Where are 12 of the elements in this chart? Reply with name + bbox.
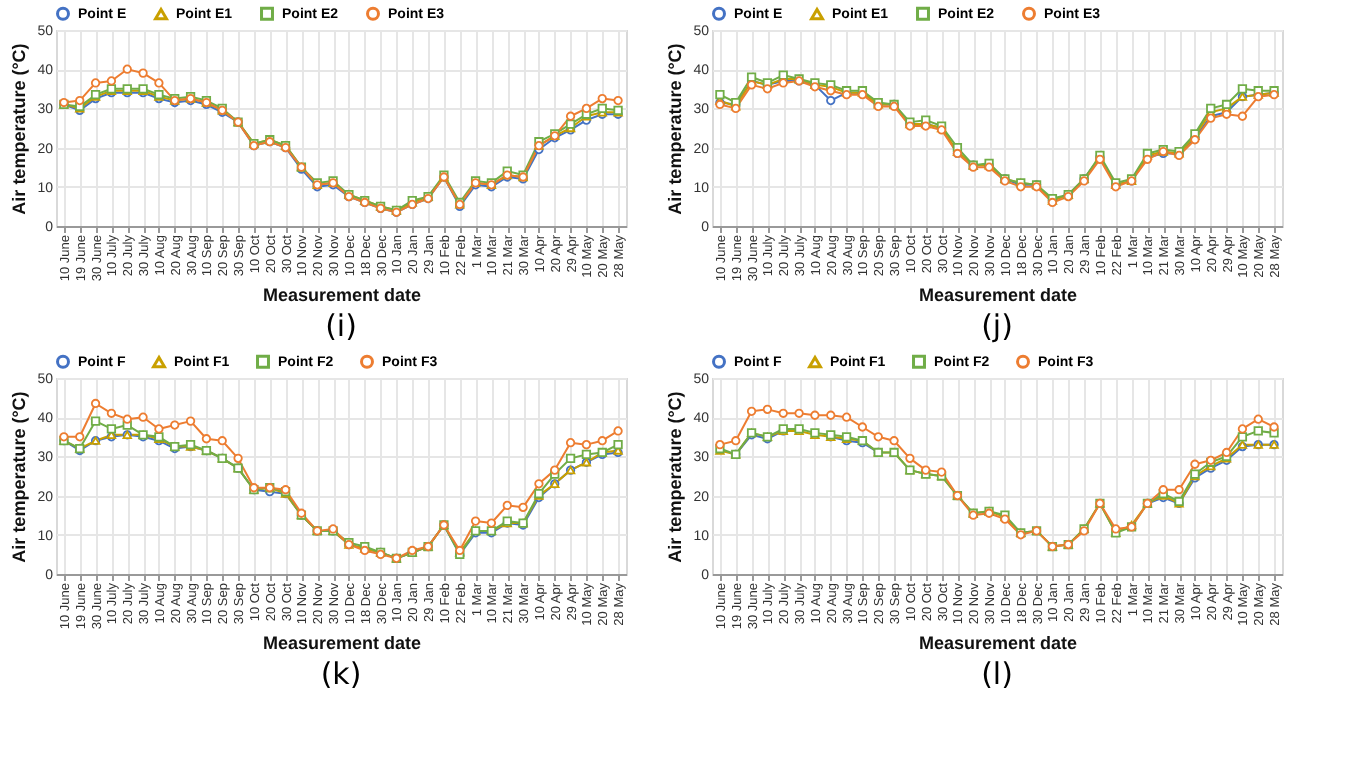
y-axis-title: Air temperature (°C) — [9, 43, 30, 215]
x-axis-title: Measurement date — [918, 633, 1078, 654]
y-axis-title: Air temperature (°C) — [665, 43, 686, 215]
x-axis-title: Measurement date — [262, 285, 422, 306]
y-axis-title: Air temperature (°C) — [9, 391, 30, 563]
text: (k) — [320, 656, 362, 693]
text: (i) — [325, 308, 357, 345]
x-axis-title: Measurement date — [918, 285, 1078, 306]
x-axis-title: Measurement date — [262, 633, 422, 654]
text: (l) — [981, 656, 1013, 693]
text: (j) — [981, 308, 1013, 345]
y-axis-title: Air temperature (°C) — [665, 391, 686, 563]
